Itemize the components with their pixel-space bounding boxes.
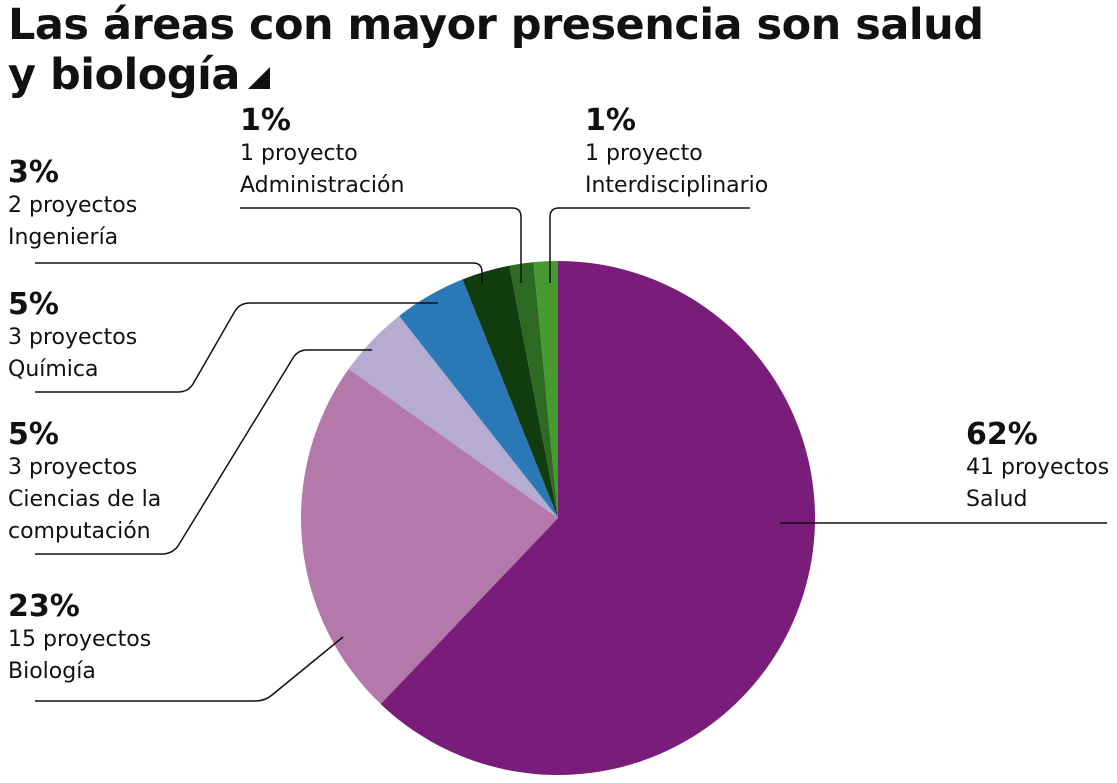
pie-slice-biología	[301, 368, 558, 704]
leader-interdisciplinario	[549, 207, 750, 283]
label-ingenieria: 3% 2 proyectos Ingeniería	[8, 156, 137, 254]
leader-quimica	[35, 302, 438, 393]
count: 1 proyecto	[240, 141, 358, 166]
category: Interdisciplinario	[585, 173, 769, 198]
pie-slice-ingeniería	[462, 265, 558, 518]
title-line-2: y biología	[8, 50, 240, 100]
leader-ingenieria	[35, 262, 483, 284]
label-quimica: 5% 3 proyectos Química	[8, 288, 137, 386]
count: 3 proyectos	[8, 325, 138, 350]
leader-lines	[35, 207, 1107, 702]
label-salud: 62% 41 proyectos Salud	[966, 418, 1109, 516]
count: 1 proyecto	[585, 141, 703, 166]
title-line-1: Las áreas con mayor presencia son salud	[8, 0, 984, 50]
triangle-icon	[247, 66, 270, 89]
count: 2 proyectos	[8, 193, 138, 218]
category: Administración	[240, 173, 405, 198]
category-line-2: computación	[8, 519, 151, 544]
percent: 62%	[966, 417, 1038, 452]
pie-slice-administración	[509, 262, 558, 518]
category: Biología	[8, 659, 96, 684]
category: Salud	[966, 487, 1028, 512]
percent: 1%	[240, 103, 291, 138]
percent: 3%	[8, 155, 59, 190]
pie-slice-salud	[380, 261, 815, 776]
percent: 1%	[585, 103, 636, 138]
leader-computacion	[35, 349, 372, 555]
category: Química	[8, 357, 99, 382]
count: 3 proyectos	[8, 455, 138, 480]
count: 15 proyectos	[8, 627, 152, 652]
percent: 5%	[8, 287, 59, 322]
leader-biologia	[35, 636, 344, 702]
pie-slice-ciencias-de-la-computación	[348, 315, 558, 518]
label-administracion: 1% 1 proyecto Administración	[240, 104, 404, 202]
category: Ingeniería	[8, 225, 119, 250]
label-interdisciplinario: 1% 1 proyecto Interdisciplinario	[585, 104, 768, 202]
chart-title: Las áreas con mayor presencia son salud …	[8, 0, 984, 100]
percent: 23%	[8, 589, 80, 624]
leader-administracion	[240, 207, 522, 283]
count: 41 proyectos	[966, 455, 1110, 480]
pie-slice-interdisciplinario	[533, 261, 558, 518]
label-biologia: 23% 15 proyectos Biología	[8, 590, 151, 688]
category-line-1: Ciencias de la	[8, 487, 162, 512]
pie-slice-química	[399, 279, 558, 518]
percent: 5%	[8, 417, 59, 452]
label-computacion: 5% 3 proyectos Ciencias de la computación	[8, 418, 161, 548]
